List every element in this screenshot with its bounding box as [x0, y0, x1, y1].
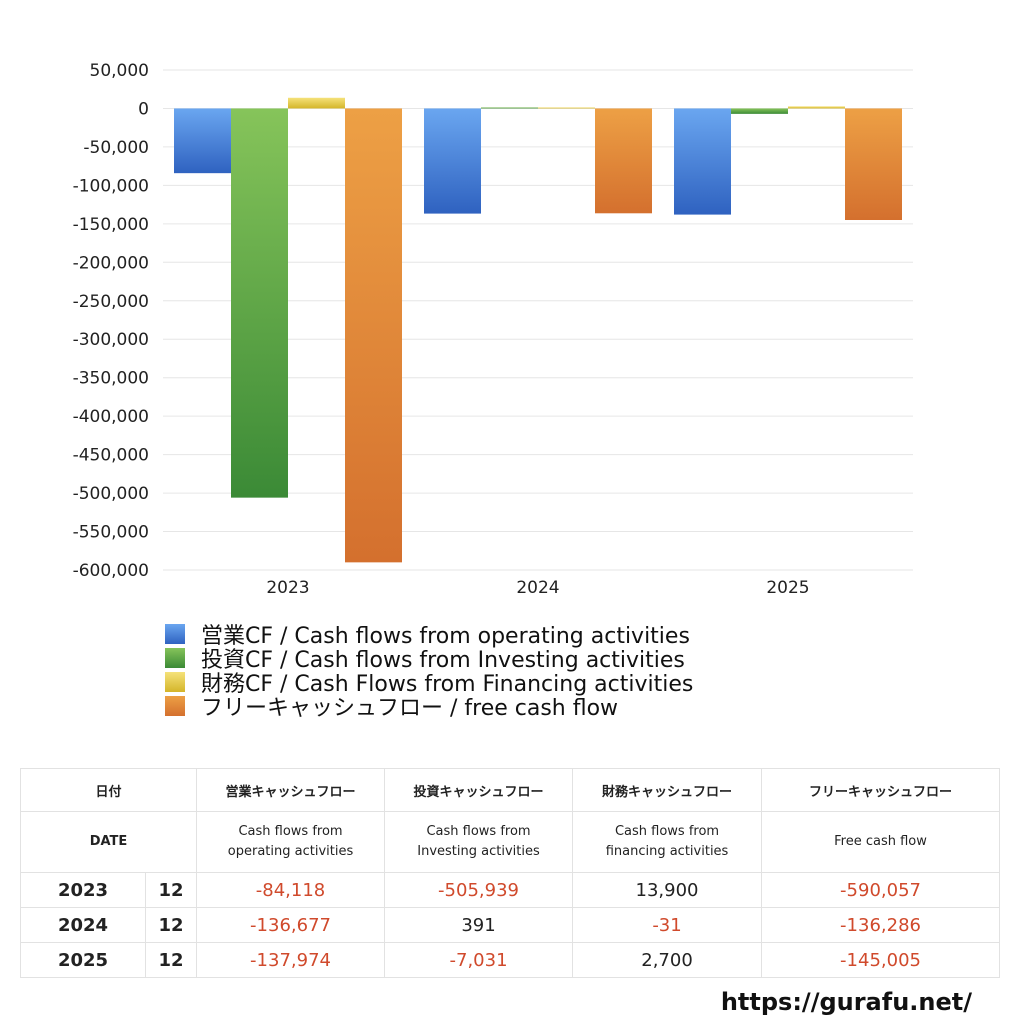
y-tick-label: -500,000	[73, 484, 149, 504]
y-tick-label: -100,000	[73, 176, 149, 196]
y-tick-label: -350,000	[73, 369, 149, 389]
header-financing-jp: 財務キャッシュフロー	[572, 768, 763, 812]
legend-label-free: フリーキャッシュフロー / free cash flow	[201, 696, 619, 721]
row-financing: -31	[572, 907, 763, 943]
header-investing-en: Cash flows from Investing activities	[384, 811, 574, 873]
table-row: 2025 12 -137,974 -7,031 2,700 -145,005	[20, 942, 1001, 978]
row-operating: -84,118	[196, 872, 386, 908]
bar-2023-series-3	[345, 108, 402, 563]
row-financing: 13,900	[572, 872, 763, 908]
header-operating-jp: 営業キャッシュフロー	[196, 768, 386, 812]
y-tick-label: -450,000	[73, 446, 149, 466]
legend-label-operating: 営業CF / Cash flows from operating activit…	[201, 624, 690, 649]
legend-swatch-free	[165, 696, 185, 716]
bar-2023-series-0	[174, 108, 231, 174]
bar-2024-series-0	[424, 108, 481, 214]
row-month: 12	[144, 872, 198, 908]
bar-2025-series-3	[845, 108, 902, 221]
x-tick-label: 2023	[266, 578, 309, 598]
table-header-en: DATE Cash flows from operating activitie…	[19, 811, 1001, 873]
row-free: -590,057	[761, 872, 1001, 908]
y-tick-label: -200,000	[73, 253, 149, 273]
bar-2024-series-1	[481, 107, 538, 109]
row-investing: -7,031	[384, 942, 574, 978]
y-tick-label: 0	[138, 99, 149, 119]
y-tick-label: -150,000	[73, 215, 149, 235]
legend-item-operating: 営業CF / Cash flows from operating activit…	[165, 622, 693, 649]
legend-label-financing: 財務CF / Cash Flows from Financing activit…	[201, 672, 694, 697]
table-header-jp: 日付 営業キャッシュフロー 投資キャッシュフロー 財務キャッシュフロー フリーキ…	[19, 768, 1001, 812]
bar-2025-series-2	[788, 106, 845, 109]
y-tick-label: -300,000	[73, 330, 149, 350]
y-tick-label: -400,000	[73, 407, 149, 427]
row-financing: 2,700	[572, 942, 763, 978]
legend-item-financing: 財務CF / Cash Flows from Financing activit…	[165, 670, 693, 697]
site-url: https://gurafu.net/	[720, 988, 972, 1016]
row-investing: 391	[384, 907, 574, 943]
legend-swatch-investing	[165, 648, 185, 668]
header-financing-en-line2: financing activities	[605, 844, 729, 859]
legend-swatch-financing	[165, 672, 185, 692]
bar-2023-series-2	[288, 97, 345, 109]
bar-2025-series-0	[674, 108, 731, 215]
header-investing-en-line2: Investing activities	[417, 844, 540, 859]
row-month: 12	[144, 942, 198, 978]
table-row: 2023 12 -84,118 -505,939 13,900 -590,057	[20, 872, 1001, 908]
header-date-jp: 日付	[19, 768, 198, 812]
row-month: 12	[144, 907, 198, 943]
chart-legend: 営業CF / Cash flows from operating activit…	[165, 622, 693, 721]
legend-swatch-operating	[165, 624, 185, 644]
header-operating-en: Cash flows from operating activities	[196, 811, 386, 873]
cash-flow-bar-chart: 50,000 0 -50,000 -100,000 -150,000 -200,000 -2…	[73, 61, 913, 598]
y-tick-label: -50,000	[83, 138, 149, 158]
row-year: 2025	[20, 942, 146, 978]
legend-item-free: フリーキャッシュフロー / free cash flow	[165, 694, 693, 721]
bar-2025-series-1	[731, 108, 788, 114]
header-operating-en-line2: operating activities	[227, 844, 354, 859]
legend-label-investing: 投資CF / Cash flows from Investing activit…	[201, 648, 685, 673]
legend-item-investing: 投資CF / Cash flows from Investing activit…	[165, 646, 693, 673]
y-tick-label: 50,000	[90, 61, 149, 81]
header-operating-en-line1: Cash flows from	[238, 824, 343, 839]
row-free: -145,005	[761, 942, 1001, 978]
row-operating: -136,677	[196, 907, 386, 943]
y-tick-label: -600,000	[73, 561, 149, 581]
header-investing-jp: 投資キャッシュフロー	[384, 768, 574, 812]
cash-flow-table: 日付 営業キャッシュフロー 投資キャッシュフロー 財務キャッシュフロー フリーキ…	[19, 768, 1001, 978]
x-tick-label: 2024	[516, 578, 559, 598]
table-row: 2024 12 -136,677 391 -31 -136,286	[20, 907, 1001, 943]
row-free: -136,286	[761, 907, 1001, 943]
header-investing-en-line1: Cash flows from	[426, 824, 531, 839]
row-year: 2023	[20, 872, 146, 908]
y-tick-label: -550,000	[73, 523, 149, 543]
header-financing-en: Cash flows from financing activities	[572, 811, 763, 873]
bar-2023-series-1	[231, 108, 288, 498]
header-date-en: DATE	[19, 811, 198, 873]
y-tick-label: -250,000	[73, 292, 149, 312]
x-tick-label: 2025	[766, 578, 809, 598]
bar-2024-series-2	[538, 107, 595, 109]
row-year: 2024	[20, 907, 146, 943]
header-free-jp: フリーキャッシュフロー	[761, 768, 1001, 812]
bar-2024-series-3	[595, 108, 652, 214]
row-investing: -505,939	[384, 872, 574, 908]
row-operating: -137,974	[196, 942, 386, 978]
header-financing-en-line1: Cash flows from	[614, 824, 720, 839]
header-free-en: Free cash flow	[761, 811, 1001, 873]
